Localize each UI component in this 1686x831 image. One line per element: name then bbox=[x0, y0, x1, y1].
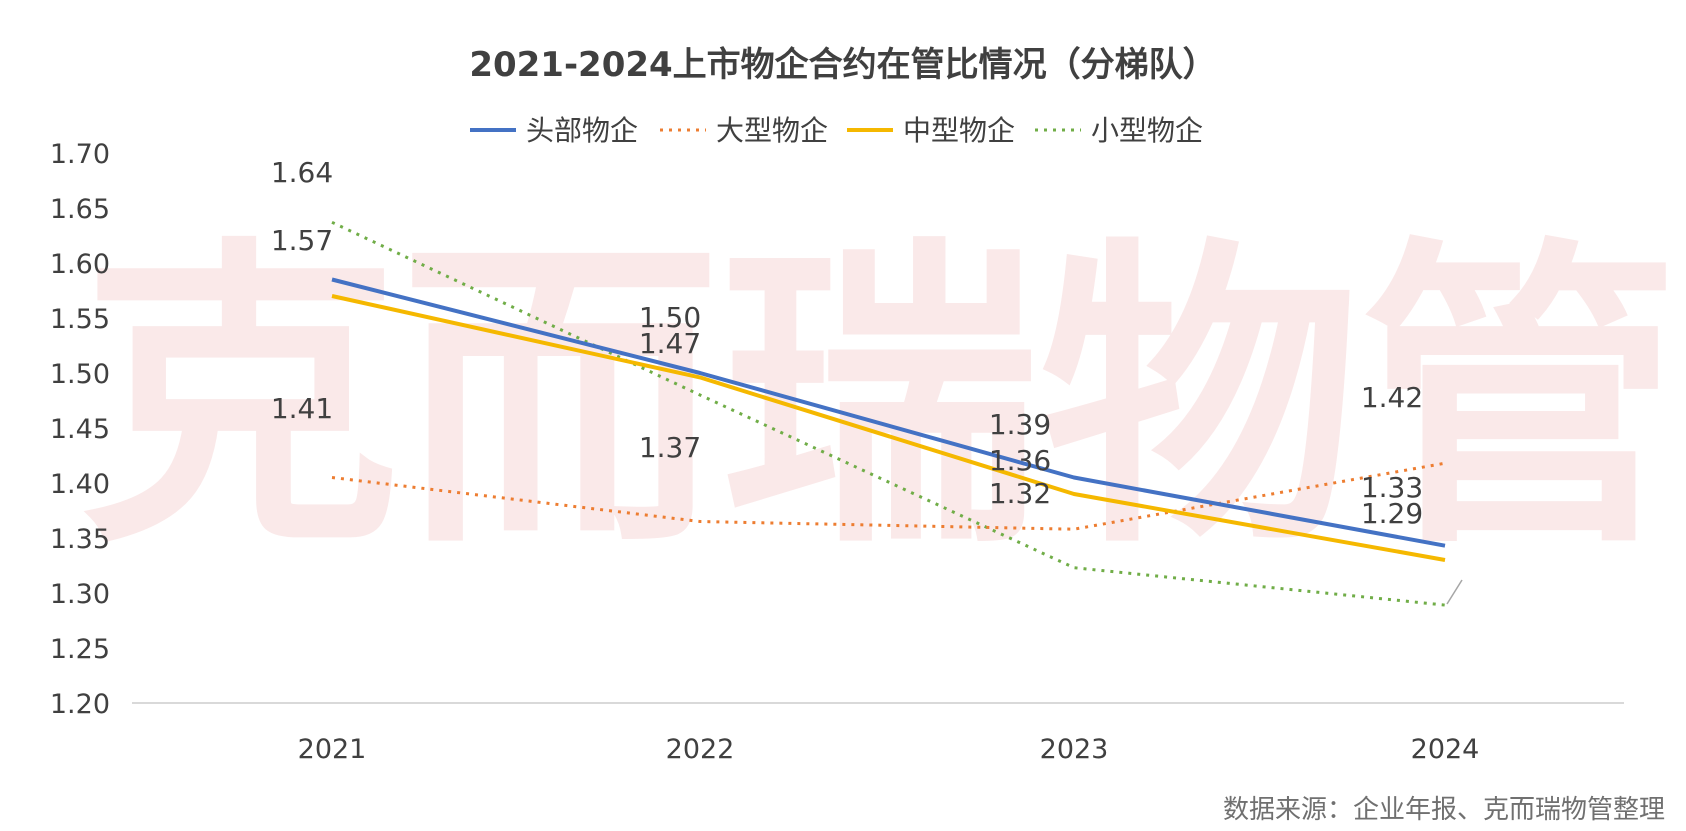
legend-label: 中型物企 bbox=[903, 114, 1015, 147]
data-label: 1.47 bbox=[639, 327, 701, 360]
leader-line bbox=[1446, 579, 1463, 605]
legend-label: 小型物企 bbox=[1091, 114, 1203, 147]
y-tick-label: 1.25 bbox=[50, 634, 110, 665]
y-tick-label: 1.35 bbox=[50, 524, 110, 555]
legend-label: 大型物企 bbox=[716, 114, 828, 147]
series-lines bbox=[331, 220, 1446, 607]
y-tick-label: 1.70 bbox=[50, 139, 110, 170]
chart-title: 2021-2024上市物企合约在管比情况（分梯队） bbox=[469, 45, 1216, 85]
x-tick-label: 2021 bbox=[298, 734, 367, 765]
data-label: 1.57 bbox=[271, 224, 333, 257]
y-tick-label: 1.65 bbox=[50, 194, 110, 225]
data-label: 1.37 bbox=[639, 431, 701, 464]
data-label: 1.29 bbox=[1361, 497, 1423, 530]
data-label: 1.50 bbox=[639, 301, 701, 334]
data-label: 1.42 bbox=[1361, 381, 1423, 414]
y-tick-label: 1.30 bbox=[50, 579, 110, 610]
legend-label: 头部物企 bbox=[526, 114, 638, 147]
y-tick-label: 1.20 bbox=[50, 689, 110, 720]
series-line bbox=[331, 294, 1446, 562]
x-tick-label: 2022 bbox=[666, 734, 735, 765]
data-label: 1.41 bbox=[271, 392, 333, 425]
x-tick-label: 2023 bbox=[1040, 734, 1109, 765]
data-label: 1.39 bbox=[989, 408, 1051, 441]
legend: 头部物企 大型物企 中型物企 小型物企 bbox=[470, 114, 1203, 147]
data-labels: 1.50 1.39 1.33 1.41 1.37 1.32 1.42 1.57 1.47 1.36… bbox=[271, 156, 1423, 530]
data-label: 1.36 bbox=[989, 444, 1051, 477]
y-tick-label: 1.50 bbox=[50, 359, 110, 390]
y-tick-label: 1.55 bbox=[50, 304, 110, 335]
series-line bbox=[331, 220, 1446, 607]
series-line bbox=[331, 277, 1446, 548]
data-label: 1.64 bbox=[271, 156, 333, 189]
y-tick-label: 1.60 bbox=[50, 249, 110, 280]
data-label: 1.32 bbox=[989, 477, 1051, 510]
y-axis: 1.20 1.25 1.30 1.35 1.40 1.45 1.50 1.55 1.60 1.65… bbox=[50, 139, 110, 720]
x-axis: 2021 2022 2023 2024 bbox=[298, 734, 1480, 765]
y-tick-label: 1.40 bbox=[50, 469, 110, 500]
source-note: 数据来源：企业年报、克而瑞物管整理 bbox=[1223, 795, 1665, 825]
x-tick-label: 2024 bbox=[1411, 734, 1480, 765]
y-tick-label: 1.45 bbox=[50, 414, 110, 445]
data-label: 1.33 bbox=[1361, 471, 1423, 504]
